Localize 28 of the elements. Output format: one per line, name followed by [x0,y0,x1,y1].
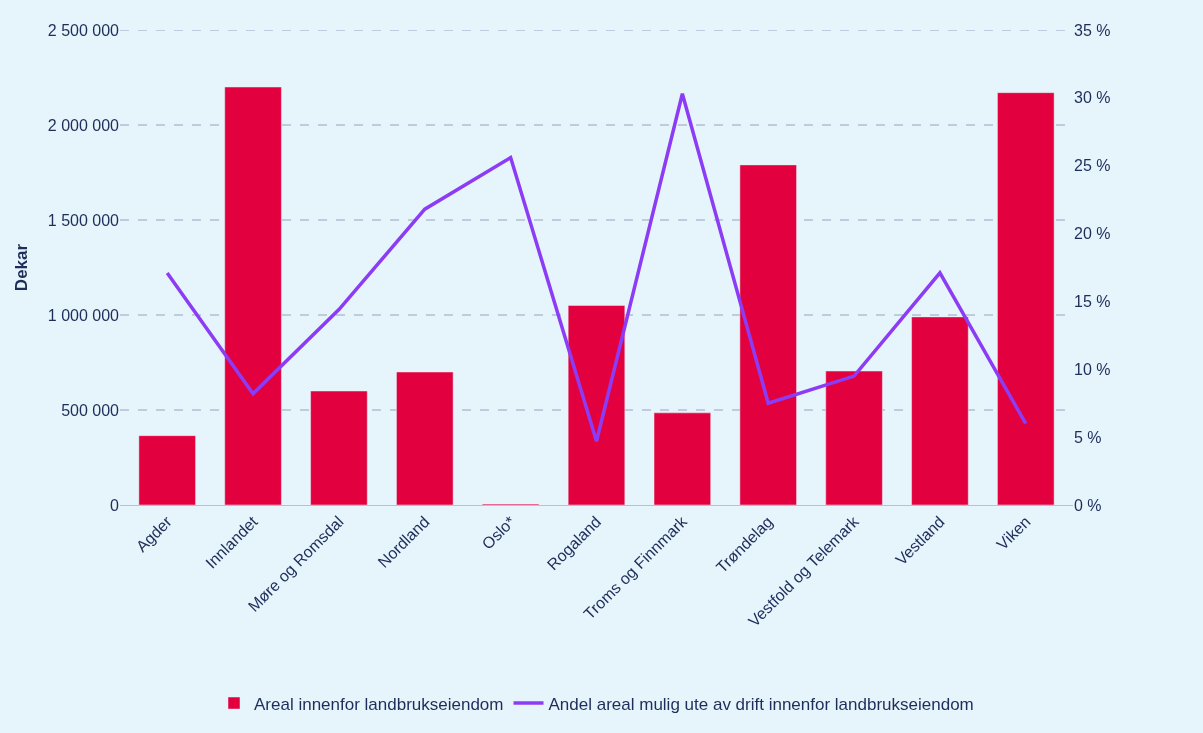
bar [825,370,883,505]
y-tick-label: 1 000 000 [47,306,120,324]
bar [911,316,969,505]
bar [567,305,626,505]
y2-tick-label: 0 % [1074,496,1102,514]
legend-label: Andel areal mulig ute av drift innenfor landbrukseiendom [548,694,974,714]
y-tick-label: 500 000 [61,401,120,419]
bar [653,412,711,505]
bar [396,371,454,505]
y-tick-label: 1 500 000 [47,211,120,229]
y-tick-label: 0 [110,496,120,514]
bar [138,435,196,505]
y2-tick-label: 25 % [1074,157,1111,175]
bar [739,164,797,505]
y2-tick-label: 15 % [1074,293,1111,311]
legend-label: Areal innenfor landbrukseiendom [254,694,504,714]
y-tick-label: 2 500 000 [47,21,120,39]
y2-tick-label: 10 % [1074,360,1111,378]
y2-tick-label: 5 % [1074,428,1102,446]
bar [997,92,1055,505]
y2-tick-label: 20 % [1074,225,1111,243]
bar [310,390,368,505]
bar [224,86,282,505]
y-axis-title: Dekar [12,243,32,292]
y-tick-label: 2 000 000 [47,116,120,134]
line-series [165,92,1028,443]
y2-tick-label: 35 % [1074,21,1111,39]
y2-tick-label: 30 % [1074,89,1111,107]
